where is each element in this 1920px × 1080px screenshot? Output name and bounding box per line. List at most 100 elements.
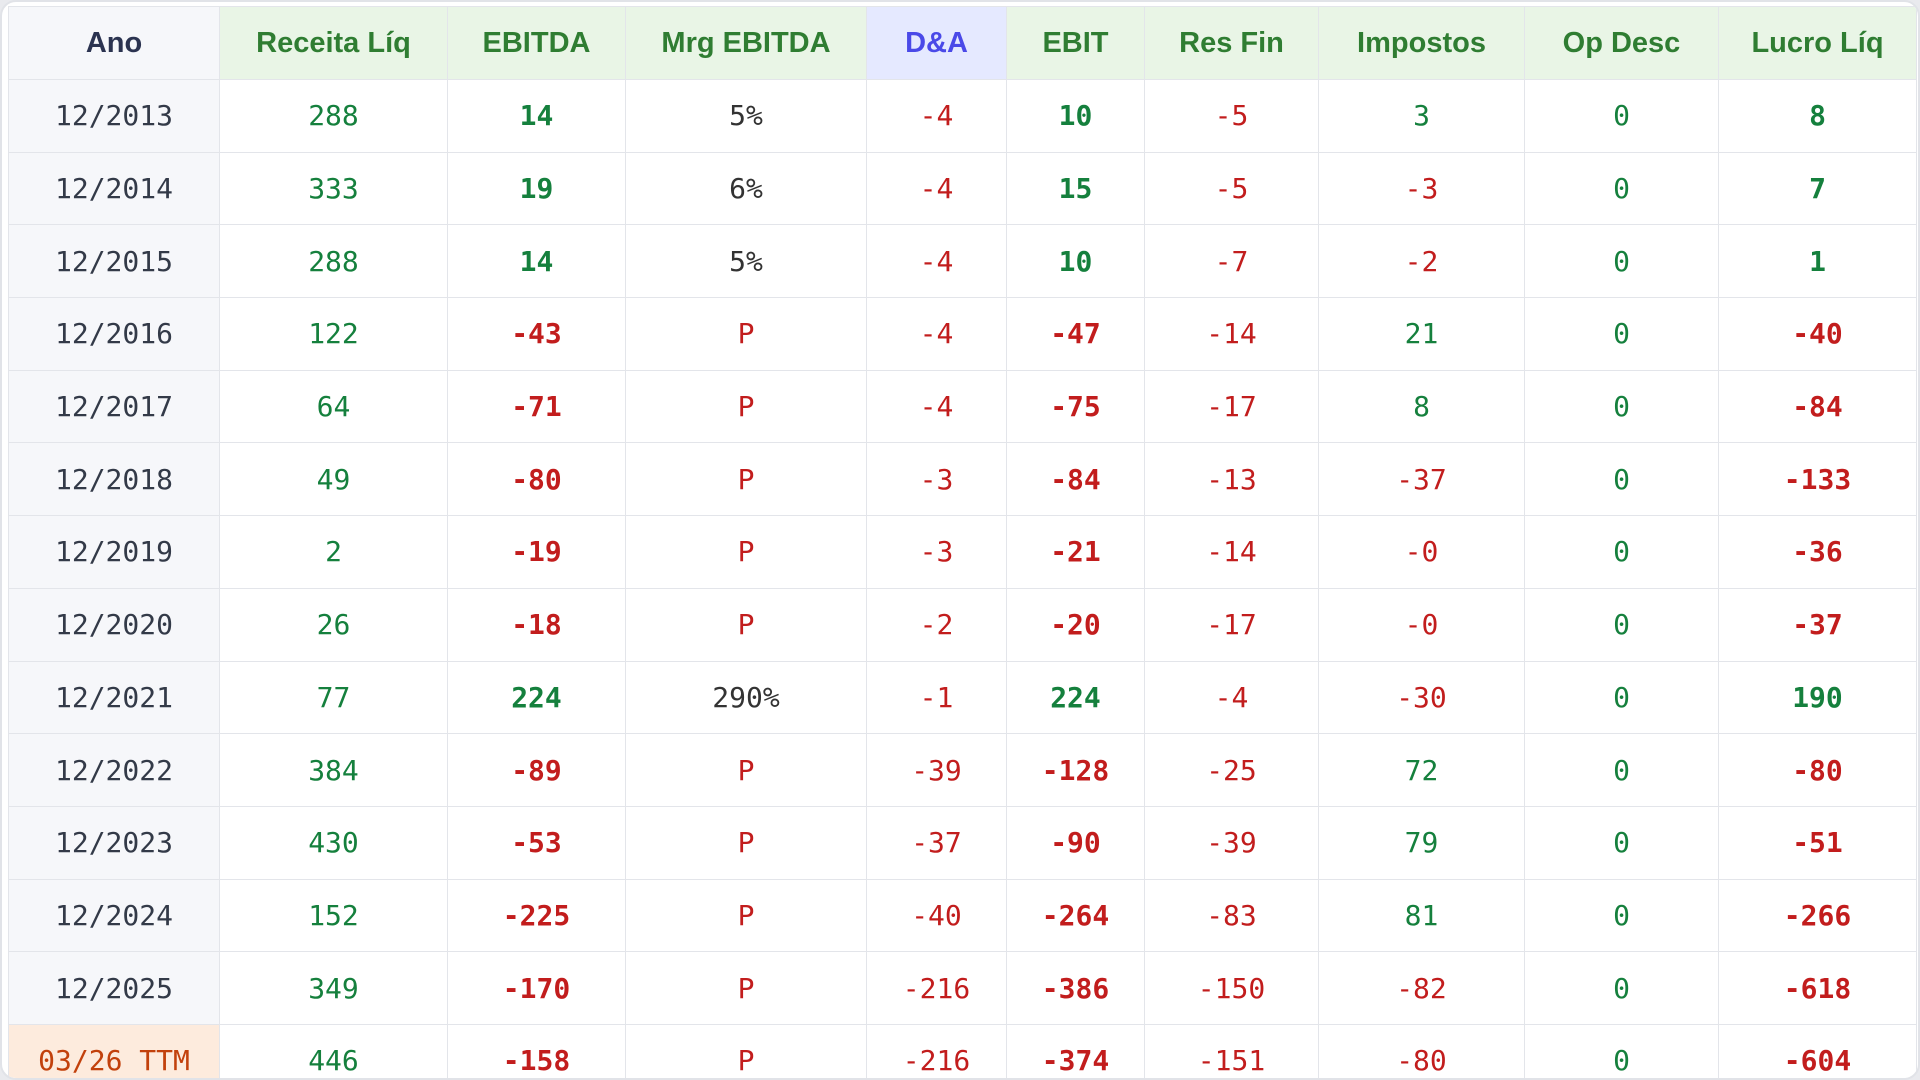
cell-lucro-liq: 1 (1718, 224, 1917, 299)
cell-mrg-ebitda: P (625, 1023, 867, 1078)
cell-lucro-liq: -618 (1718, 951, 1917, 1025)
cell-impostos: 21 (1318, 297, 1525, 371)
cell-ano: 12/2018 (8, 442, 220, 517)
header-mrg-ebitda[interactable]: Mrg EBITDA (625, 6, 867, 80)
cell-ebit: -20 (1006, 587, 1145, 662)
header-ebitda[interactable]: EBITDA (447, 6, 626, 80)
cell-ano: 12/2017 (8, 369, 220, 444)
cell-impostos: -80 (1318, 1023, 1525, 1078)
cell-op-desc: 0 (1524, 515, 1719, 589)
cell-op-desc: 0 (1524, 878, 1719, 953)
table-row: 12/2022 384 -89 P -39 -128 -25 72 0 -80 (8, 733, 1917, 807)
cell-mrg-ebitda: 5% (625, 224, 867, 299)
cell-res-fin: -39 (1144, 805, 1319, 880)
cell-receita-liq: 26 (219, 587, 448, 662)
cell-ebitda: -170 (447, 951, 626, 1025)
cell-res-fin: -13 (1144, 442, 1319, 517)
cell-da: -39 (866, 733, 1007, 807)
cell-ebitda: -19 (447, 515, 626, 589)
header-ano[interactable]: Ano (8, 6, 220, 80)
header-da[interactable]: D&A (866, 6, 1007, 80)
cell-da: -216 (866, 951, 1007, 1025)
cell-lucro-liq: -36 (1718, 515, 1917, 589)
cell-lucro-liq: -37 (1718, 587, 1917, 662)
cell-impostos: 81 (1318, 878, 1525, 953)
cell-ebit: -47 (1006, 297, 1145, 371)
cell-res-fin: -17 (1144, 369, 1319, 444)
cell-receita-liq: 49 (219, 442, 448, 517)
cell-ebit: 224 (1006, 660, 1145, 735)
cell-op-desc: 0 (1524, 660, 1719, 735)
table-row: 12/2016 122 -43 P -4 -47 -14 21 0 -40 (8, 297, 1917, 371)
cell-ano: 12/2016 (8, 297, 220, 371)
table-body: 12/2013 288 14 5% -4 10 -5 3 0 8 12/2014 333 19 6% -4 1… (8, 79, 1917, 1078)
cell-impostos: -0 (1318, 587, 1525, 662)
cell-res-fin: -7 (1144, 224, 1319, 299)
cell-impostos: -2 (1318, 224, 1525, 299)
cell-mrg-ebitda: P (625, 951, 867, 1025)
cell-receita-liq: 446 (219, 1023, 448, 1078)
cell-da: -3 (866, 442, 1007, 517)
header-op-desc[interactable]: Op Desc (1524, 6, 1719, 80)
cell-op-desc: 0 (1524, 951, 1719, 1025)
cell-ebit: -264 (1006, 878, 1145, 953)
table-row: 12/2025 349 -170 P -216 -386 -150 -82 0 -618 (8, 951, 1917, 1025)
table-row: 03/26 TTM 446 -158 P -216 -374 -151 -80 0 -604 (8, 1023, 1917, 1078)
cell-op-desc: 0 (1524, 369, 1719, 444)
cell-ebit: -75 (1006, 369, 1145, 444)
header-ebit[interactable]: EBIT (1006, 6, 1145, 80)
table-row: 12/2023 430 -53 P -37 -90 -39 79 0 -51 (8, 805, 1917, 880)
cell-da: -1 (866, 660, 1007, 735)
cell-impostos: 72 (1318, 733, 1525, 807)
cell-ano: 03/26 TTM (8, 1023, 220, 1078)
cell-ebit: 10 (1006, 224, 1145, 299)
cell-ebitda: -158 (447, 1023, 626, 1078)
cell-da: -37 (866, 805, 1007, 880)
cell-receita-liq: 333 (219, 151, 448, 226)
cell-ano: 12/2025 (8, 951, 220, 1025)
cell-ebit: -21 (1006, 515, 1145, 589)
cell-res-fin: -151 (1144, 1023, 1319, 1078)
cell-mrg-ebitda: P (625, 297, 867, 371)
cell-ebitda: -71 (447, 369, 626, 444)
header-lucro-liq[interactable]: Lucro Líq (1718, 6, 1917, 80)
cell-mrg-ebitda: P (625, 805, 867, 880)
table-row: 12/2021 77 224 290% -1 224 -4 -30 0 190 (8, 660, 1917, 735)
cell-res-fin: -17 (1144, 587, 1319, 662)
cell-da: -4 (866, 369, 1007, 444)
header-impostos[interactable]: Impostos (1318, 6, 1525, 80)
cell-res-fin: -150 (1144, 951, 1319, 1025)
cell-res-fin: -14 (1144, 515, 1319, 589)
cell-mrg-ebitda: P (625, 878, 867, 953)
table-row: 12/2013 288 14 5% -4 10 -5 3 0 8 (8, 79, 1917, 153)
cell-op-desc: 0 (1524, 151, 1719, 226)
cell-ebit: -90 (1006, 805, 1145, 880)
cell-mrg-ebitda: 5% (625, 79, 867, 153)
cell-receita-liq: 77 (219, 660, 448, 735)
cell-impostos: 3 (1318, 79, 1525, 153)
cell-mrg-ebitda: P (625, 587, 867, 662)
cell-ebitda: -18 (447, 587, 626, 662)
header-res-fin[interactable]: Res Fin (1144, 6, 1319, 80)
cell-impostos: -82 (1318, 951, 1525, 1025)
cell-ano: 12/2021 (8, 660, 220, 735)
cell-ebitda: 14 (447, 224, 626, 299)
header-receita-liq[interactable]: Receita Líq (219, 6, 448, 80)
cell-ebitda: 14 (447, 79, 626, 153)
cell-res-fin: -5 (1144, 79, 1319, 153)
cell-mrg-ebitda: P (625, 733, 867, 807)
cell-ebitda: -80 (447, 442, 626, 517)
cell-ano: 12/2022 (8, 733, 220, 807)
table-row: 12/2017 64 -71 P -4 -75 -17 8 0 -84 (8, 369, 1917, 444)
cell-res-fin: -14 (1144, 297, 1319, 371)
cell-da: -4 (866, 79, 1007, 153)
cell-op-desc: 0 (1524, 297, 1719, 371)
cell-receita-liq: 152 (219, 878, 448, 953)
cell-ebit: -374 (1006, 1023, 1145, 1078)
cell-op-desc: 0 (1524, 224, 1719, 299)
cell-ebit: 10 (1006, 79, 1145, 153)
cell-ano: 12/2014 (8, 151, 220, 226)
cell-res-fin: -4 (1144, 660, 1319, 735)
cell-ebitda: 224 (447, 660, 626, 735)
cell-ano: 12/2024 (8, 878, 220, 953)
